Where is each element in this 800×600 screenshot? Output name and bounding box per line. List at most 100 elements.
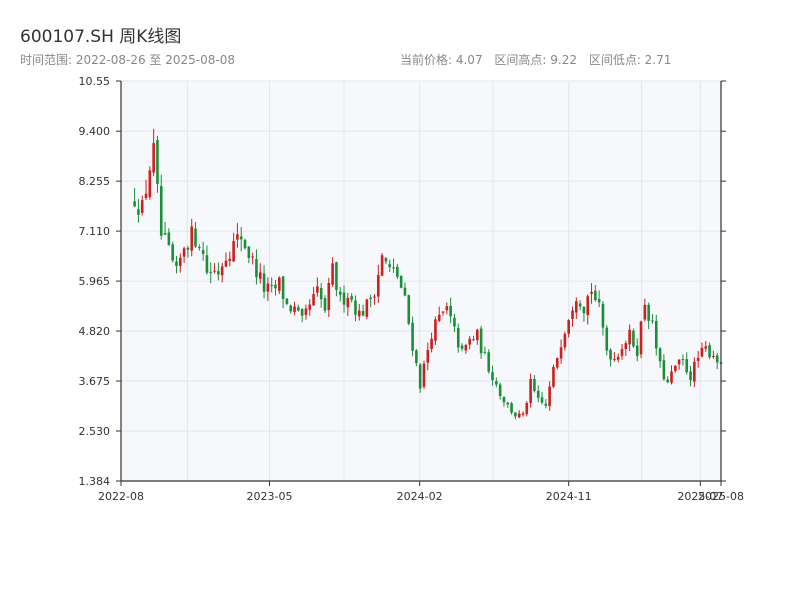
candle-body xyxy=(567,320,570,334)
candle-body xyxy=(415,350,418,364)
candle-body xyxy=(209,272,213,274)
candle-body xyxy=(350,296,353,300)
candle-body xyxy=(693,361,696,382)
candle-body xyxy=(476,329,479,341)
candle-body xyxy=(689,371,692,381)
candle-body xyxy=(575,301,578,313)
candle-body xyxy=(677,359,681,365)
candle-body xyxy=(510,403,513,413)
candle-body xyxy=(152,143,155,173)
candle-body xyxy=(685,359,689,373)
candle-body xyxy=(548,386,551,407)
candle-body xyxy=(274,284,277,289)
candle-body xyxy=(422,363,426,387)
candle-body xyxy=(506,402,510,405)
candle-body xyxy=(342,292,346,305)
candle-body xyxy=(479,328,483,354)
candle-body xyxy=(651,320,654,322)
candle-body xyxy=(243,239,247,249)
y-tick-label: 5.965 xyxy=(79,275,111,288)
candle-body xyxy=(658,348,662,362)
candle-body xyxy=(704,346,708,349)
candle-body xyxy=(224,260,228,267)
candle-body xyxy=(369,297,372,300)
candle-body xyxy=(148,170,152,198)
candle-body xyxy=(403,287,407,296)
candle-body xyxy=(133,201,136,207)
candle-body xyxy=(289,305,293,312)
candle-body xyxy=(319,288,323,300)
candle-body xyxy=(178,257,182,266)
candle-body xyxy=(647,304,650,321)
candle-body xyxy=(392,267,395,269)
candle-body xyxy=(258,272,262,279)
candle-body xyxy=(616,356,620,360)
candle-body xyxy=(251,256,254,258)
candle-body xyxy=(681,359,685,361)
candle-body xyxy=(270,284,273,286)
candle-body xyxy=(316,286,319,293)
candle-body xyxy=(384,257,388,262)
candle-body xyxy=(460,345,464,349)
candle-body xyxy=(140,200,144,213)
y-tick-label: 10.55 xyxy=(79,75,111,88)
candle-body xyxy=(597,299,601,303)
candle-body xyxy=(190,226,194,251)
candle-body xyxy=(445,306,449,311)
candle-body xyxy=(266,283,270,292)
y-tick-label: 4.820 xyxy=(79,325,111,338)
candle-body xyxy=(255,259,258,278)
candle-body xyxy=(552,366,555,387)
candle-body xyxy=(708,345,711,358)
candle-body xyxy=(624,343,628,350)
candle-body xyxy=(297,307,300,311)
x-tick-label: 2025-08 xyxy=(698,490,744,503)
candle-body xyxy=(137,209,140,215)
candle-body xyxy=(281,276,285,299)
candle-body xyxy=(323,298,327,311)
y-tick-label: 9.400 xyxy=(79,125,111,138)
candle-body xyxy=(194,228,197,247)
candle-body xyxy=(536,390,540,398)
candle-body xyxy=(632,330,635,347)
x-tick-label: 2024-11 xyxy=(546,490,592,503)
candle-body xyxy=(213,270,216,272)
candle-body xyxy=(517,413,521,418)
page-title: 600107.SH 周K线图 xyxy=(20,27,182,47)
date-range-label: 时间范围: 2022-08-26 至 2025-08-08 xyxy=(20,53,235,67)
candle-body xyxy=(715,355,719,363)
candles xyxy=(133,128,723,420)
y-tick-label: 2.530 xyxy=(79,425,111,438)
candle-body xyxy=(426,349,430,363)
candle-body xyxy=(620,349,624,356)
candle-body xyxy=(357,310,361,317)
candle-body xyxy=(217,271,220,275)
candle-body xyxy=(540,397,544,403)
candle-body xyxy=(529,378,532,403)
candle-body xyxy=(373,296,376,298)
candle-body xyxy=(495,381,498,385)
candle-body xyxy=(247,246,251,258)
candle-body xyxy=(388,264,392,268)
candle-body xyxy=(594,290,597,301)
candle-body xyxy=(156,140,159,185)
candle-body xyxy=(563,333,567,348)
candle-body xyxy=(354,300,357,315)
candle-body xyxy=(498,384,502,397)
candle-body xyxy=(327,283,331,311)
candle-body xyxy=(487,352,491,372)
candle-body xyxy=(453,317,456,327)
candle-body xyxy=(308,304,312,310)
candle-body xyxy=(712,355,715,357)
candle-body xyxy=(182,248,186,257)
candle-body xyxy=(456,327,460,348)
y-tick-label: 7.110 xyxy=(79,225,111,238)
price-summary: 当前价格: 4.07 区间高点: 9.22 区间低点: 2.71 xyxy=(400,51,679,68)
candle-body xyxy=(300,308,304,316)
current-price-label: 当前价格: 4.07 xyxy=(400,53,483,67)
candle-body xyxy=(293,306,296,313)
candle-body xyxy=(430,338,433,350)
candle-body xyxy=(312,294,315,306)
candle-body xyxy=(502,396,506,403)
candle-body xyxy=(163,232,167,235)
